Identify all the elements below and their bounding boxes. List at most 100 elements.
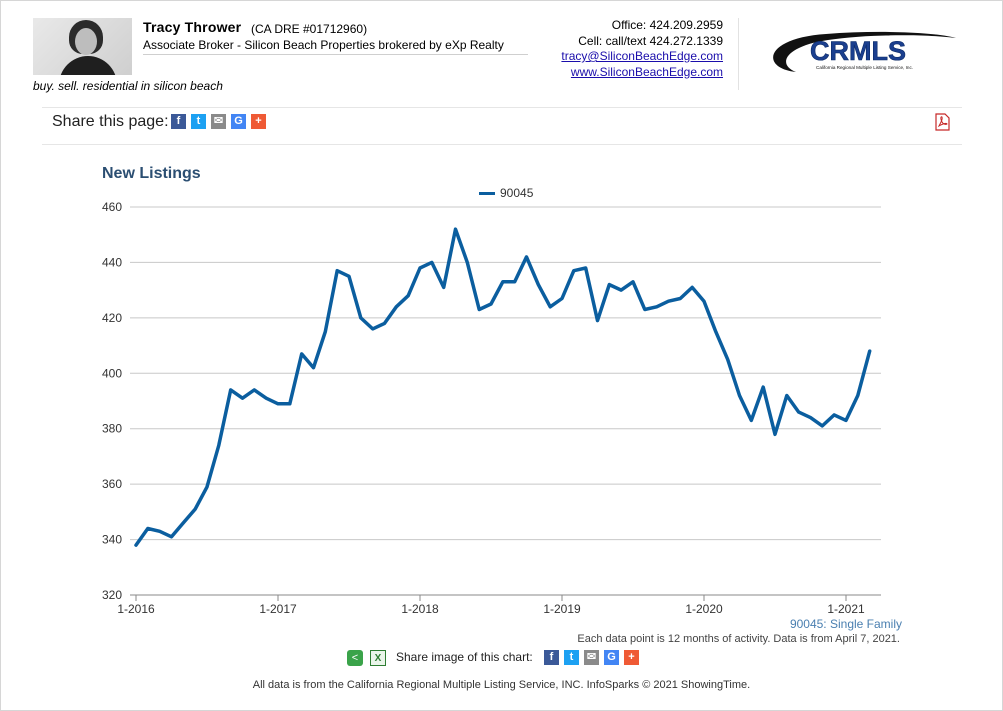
- data-point: [584, 266, 587, 270]
- data-point: [844, 419, 848, 422]
- chart-legend[interactable]: 90045: [479, 186, 533, 200]
- y-tick-label: 420: [102, 311, 122, 325]
- data-point: [714, 330, 718, 333]
- agent-title: Associate Broker - Silicon Beach Propert…: [143, 38, 528, 55]
- data-point: [560, 297, 564, 300]
- header-divider: [738, 18, 739, 90]
- website-link[interactable]: www.SiliconBeachEdge.com: [570, 64, 723, 79]
- email-link[interactable]: tracy@SiliconBeachEdge.com: [561, 49, 723, 63]
- data-point: [146, 527, 150, 530]
- data-point: [785, 394, 789, 397]
- series-line-90045: [134, 227, 872, 547]
- data-point: [312, 366, 315, 369]
- data-point: [738, 394, 741, 397]
- data-point: [525, 255, 528, 259]
- data-point: [537, 283, 540, 286]
- data-point: [773, 433, 777, 436]
- x-tick-label: 1-2019: [543, 602, 581, 616]
- data-point: [750, 419, 753, 422]
- agent-license: (CA DRE #01712960): [251, 22, 368, 36]
- data-point: [371, 327, 374, 331]
- logo-wordmark: CRMLS: [810, 36, 906, 66]
- data-point: [477, 308, 481, 311]
- data-point: [489, 302, 493, 306]
- x-tick-label: 1-2017: [259, 602, 297, 616]
- x-tick-label: 1-2018: [401, 602, 439, 616]
- crmls-logo: CRMLS California Regional Multiple Listi…: [773, 31, 956, 73]
- agent-name: Tracy Thrower: [143, 19, 242, 35]
- share-chart-icon[interactable]: <: [347, 650, 363, 666]
- data-point: [856, 394, 860, 397]
- data-point: [442, 286, 445, 289]
- plus-icon[interactable]: +: [624, 650, 639, 665]
- data-point: [134, 543, 138, 547]
- data-point: [276, 402, 280, 405]
- data-point: [655, 305, 658, 308]
- y-tick-label: 340: [102, 533, 122, 547]
- data-point: [205, 485, 209, 489]
- data-point: [395, 305, 398, 308]
- data-point: [170, 535, 173, 538]
- data-point: [631, 280, 635, 284]
- twitter-icon[interactable]: t: [191, 114, 206, 129]
- email-icon[interactable]: ✉: [211, 114, 226, 129]
- data-point: [335, 269, 339, 272]
- data-point: [679, 297, 682, 300]
- data-point: [761, 385, 765, 389]
- legend-label: 90045: [500, 186, 534, 200]
- data-point: [667, 300, 670, 303]
- agent-photo: [33, 18, 132, 75]
- data-point: [690, 286, 694, 289]
- data-point: [406, 294, 410, 297]
- x-tick-label: 1-2021: [827, 602, 865, 616]
- facebook-icon[interactable]: f: [544, 650, 559, 665]
- data-point: [466, 261, 469, 264]
- series-caption: 90045: Single Family: [789, 617, 902, 631]
- data-point: [868, 349, 871, 353]
- data-point: [182, 521, 185, 525]
- data-point: [359, 316, 363, 320]
- email-icon[interactable]: ✉: [584, 650, 599, 665]
- contact-block: Office: 424.209.2959 Cell: call/text 424…: [561, 18, 723, 80]
- data-point: [643, 308, 647, 311]
- y-tick-label: 400: [102, 366, 122, 380]
- google-icon[interactable]: G: [604, 650, 619, 665]
- share-bar-top-rule: [42, 107, 962, 108]
- share-image-label: Share image of this chart:: [396, 650, 533, 664]
- data-point: [572, 269, 576, 272]
- facebook-icon[interactable]: f: [171, 114, 186, 129]
- google-icon[interactable]: G: [231, 114, 246, 129]
- logo-subtext: California Regional Multiple Listing Ser…: [816, 65, 913, 70]
- data-point: [726, 358, 729, 361]
- chart-title: New Listings: [102, 165, 201, 182]
- data-point: [229, 388, 232, 392]
- data-point: [501, 280, 505, 284]
- pdf-icon[interactable]: [935, 113, 950, 131]
- data-point: [383, 322, 386, 325]
- data-point: [193, 507, 197, 511]
- x-tick-label: 1-2016: [117, 602, 155, 616]
- y-tick-label: 380: [102, 422, 122, 436]
- data-point: [797, 410, 800, 414]
- plus-icon[interactable]: +: [251, 114, 266, 129]
- y-tick-label: 440: [102, 255, 122, 269]
- agent-tagline: buy. sell. residential in silicon beach: [33, 79, 223, 93]
- share-page-label: Share this page:: [52, 113, 169, 130]
- legend-swatch: [479, 192, 495, 196]
- data-point: [596, 319, 599, 322]
- data-point: [454, 227, 457, 231]
- data-point: [832, 413, 836, 417]
- data-point: [430, 261, 434, 264]
- twitter-icon[interactable]: t: [564, 650, 579, 665]
- data-point: [288, 402, 292, 405]
- data-point: [264, 397, 268, 400]
- data-point: [608, 283, 611, 286]
- data-point: [821, 424, 824, 428]
- data-point: [217, 444, 221, 447]
- data-point: [548, 305, 552, 308]
- data-point: [702, 300, 706, 303]
- x-tick-label: 1-2020: [685, 602, 723, 616]
- data-point: [324, 330, 327, 333]
- excel-export-icon[interactable]: X: [370, 650, 386, 666]
